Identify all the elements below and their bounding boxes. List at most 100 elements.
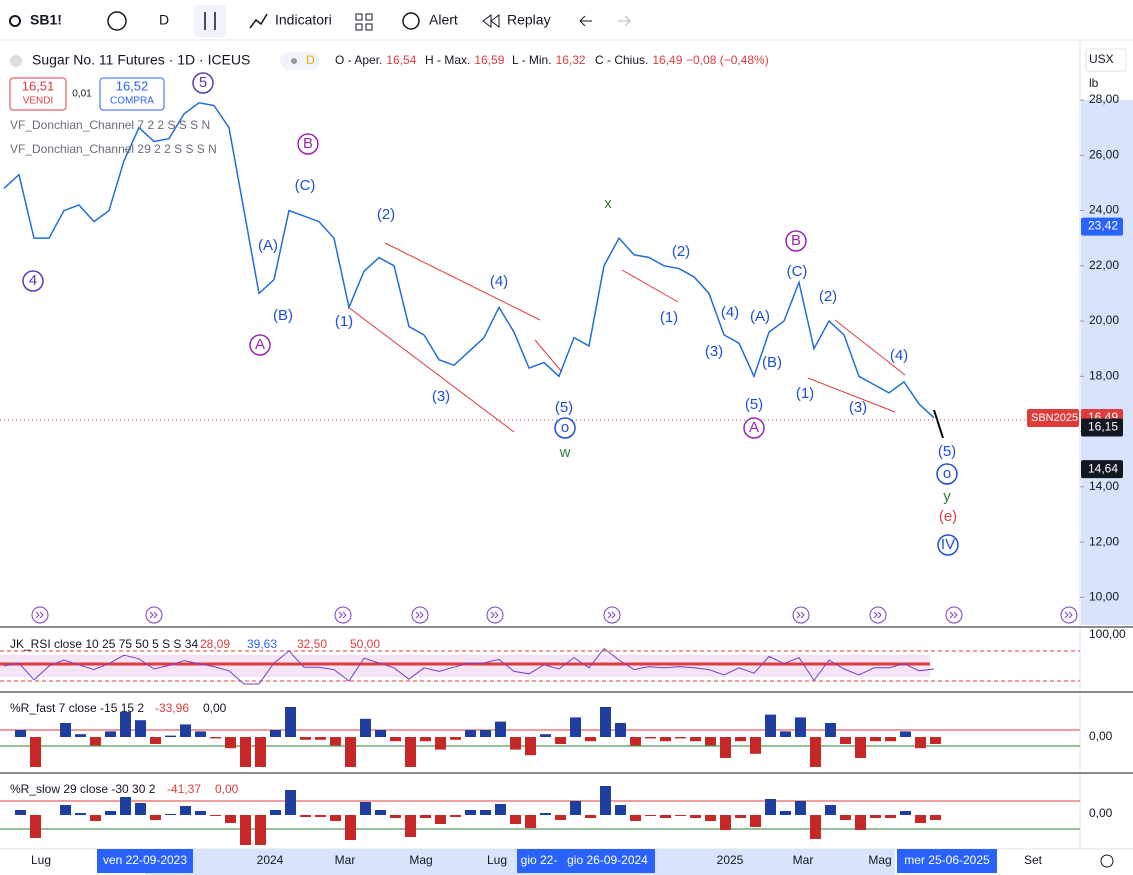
wave-label: o	[561, 419, 569, 436]
ohlc-value: 16,54	[386, 53, 416, 67]
time-highlight	[517, 849, 561, 873]
r-bar	[75, 813, 86, 815]
badge	[280, 52, 320, 70]
price-tag-label: 23,42	[1088, 219, 1118, 233]
badge-text: D	[306, 53, 315, 67]
search-icon[interactable]	[9, 15, 21, 27]
r-bar	[870, 737, 881, 742]
wave-label: IV	[941, 536, 955, 553]
sell-button[interactable]	[9, 77, 67, 111]
x-tick-label: Set	[1024, 853, 1043, 867]
event-marker	[869, 606, 887, 624]
buy-button[interactable]	[99, 77, 165, 111]
price-tag	[1081, 418, 1123, 437]
r-bar	[585, 737, 596, 742]
r-bar	[75, 734, 86, 737]
event-arrow	[338, 611, 347, 619]
indicators-button[interactable]: Indicatori	[275, 12, 332, 28]
wave-label: (B)	[762, 354, 782, 371]
r-bar	[840, 737, 851, 744]
r-bar	[795, 717, 806, 737]
ohlc-label: H - Max.	[425, 53, 470, 67]
r-bar	[885, 737, 896, 742]
alert-icon	[402, 12, 420, 30]
y-tick-label: 12,00	[1089, 534, 1119, 548]
buy-label[interactable]: COMPRA	[110, 96, 154, 107]
r-bar	[465, 810, 476, 815]
wave-circle	[192, 72, 214, 94]
r-bar	[135, 803, 146, 815]
symbol[interactable]: SB1!	[30, 12, 62, 28]
currency[interactable]: USX	[1089, 52, 1114, 66]
r-bar	[210, 737, 221, 739]
trend-line	[534, 339, 563, 373]
wave-circle	[554, 417, 576, 439]
interval[interactable]: D	[159, 12, 169, 28]
r-bar	[495, 804, 506, 815]
sell-label[interactable]: VENDI	[23, 96, 54, 107]
time-highlight	[897, 849, 997, 873]
r-bar	[105, 811, 116, 815]
unit[interactable]: lb	[1089, 76, 1099, 90]
undo[interactable]	[579, 15, 592, 27]
r-bar	[615, 805, 626, 815]
x-tick-label: Lug	[31, 853, 51, 867]
event-arrow	[149, 611, 158, 619]
buy-price[interactable]: 16,52	[116, 78, 149, 93]
wave-circle	[743, 417, 765, 439]
r-bar	[270, 730, 281, 737]
replay-icon	[490, 14, 500, 28]
event-marker	[792, 606, 810, 624]
settings[interactable]	[1100, 854, 1114, 868]
r-bar	[840, 815, 851, 820]
r-bar	[240, 737, 251, 767]
wave-label: (A)	[750, 308, 770, 325]
alert-button[interactable]: Alert	[429, 12, 458, 28]
wave-label: (5)	[938, 443, 956, 460]
wave-label: 5	[199, 74, 207, 91]
r-bar	[435, 737, 446, 750]
replay-button[interactable]: Replay	[507, 12, 551, 28]
add-symbol[interactable]	[107, 11, 127, 31]
r-bar	[15, 810, 26, 815]
chart-style[interactable]	[194, 5, 226, 37]
r-bar	[405, 737, 416, 767]
wave-label: (5)	[555, 399, 573, 416]
redo[interactable]	[618, 15, 631, 27]
wave-label: w	[559, 444, 571, 461]
r-bar	[255, 815, 266, 845]
wave-label: (3)	[849, 399, 867, 416]
r-bar	[870, 815, 881, 818]
r-bar	[165, 735, 176, 737]
rslow-value: 0,00	[215, 782, 239, 796]
r-bar	[390, 737, 401, 742]
r-bar	[540, 734, 551, 737]
instrument-logo	[10, 55, 22, 67]
r-bar	[690, 737, 701, 742]
sell-price[interactable]: 16,51	[22, 78, 55, 93]
trend-line	[621, 269, 679, 303]
r-bar	[615, 723, 626, 737]
wave-label: (1)	[335, 313, 353, 330]
currency-box[interactable]	[1085, 48, 1127, 72]
r-bar	[285, 707, 296, 737]
event-marker	[411, 606, 429, 624]
r-bar	[705, 737, 716, 746]
r-bar	[90, 815, 101, 821]
r-bar	[795, 801, 806, 815]
wave-label: (B)	[273, 307, 293, 324]
y-tick-label: 24,00	[1089, 203, 1119, 217]
trend-line	[384, 242, 541, 321]
symbol-tag-label: SBN2025	[1031, 412, 1078, 424]
r-bar	[345, 815, 356, 840]
r-bar	[240, 815, 251, 845]
wave-label: (2)	[819, 288, 837, 305]
r-bar	[420, 815, 431, 818]
price-line	[3, 101, 935, 419]
r-bar	[300, 815, 311, 817]
layout-icon[interactable]	[355, 13, 363, 21]
r-bar	[375, 730, 386, 737]
r-bar	[405, 815, 416, 837]
r-bar	[765, 799, 776, 815]
r-bar	[570, 717, 581, 737]
